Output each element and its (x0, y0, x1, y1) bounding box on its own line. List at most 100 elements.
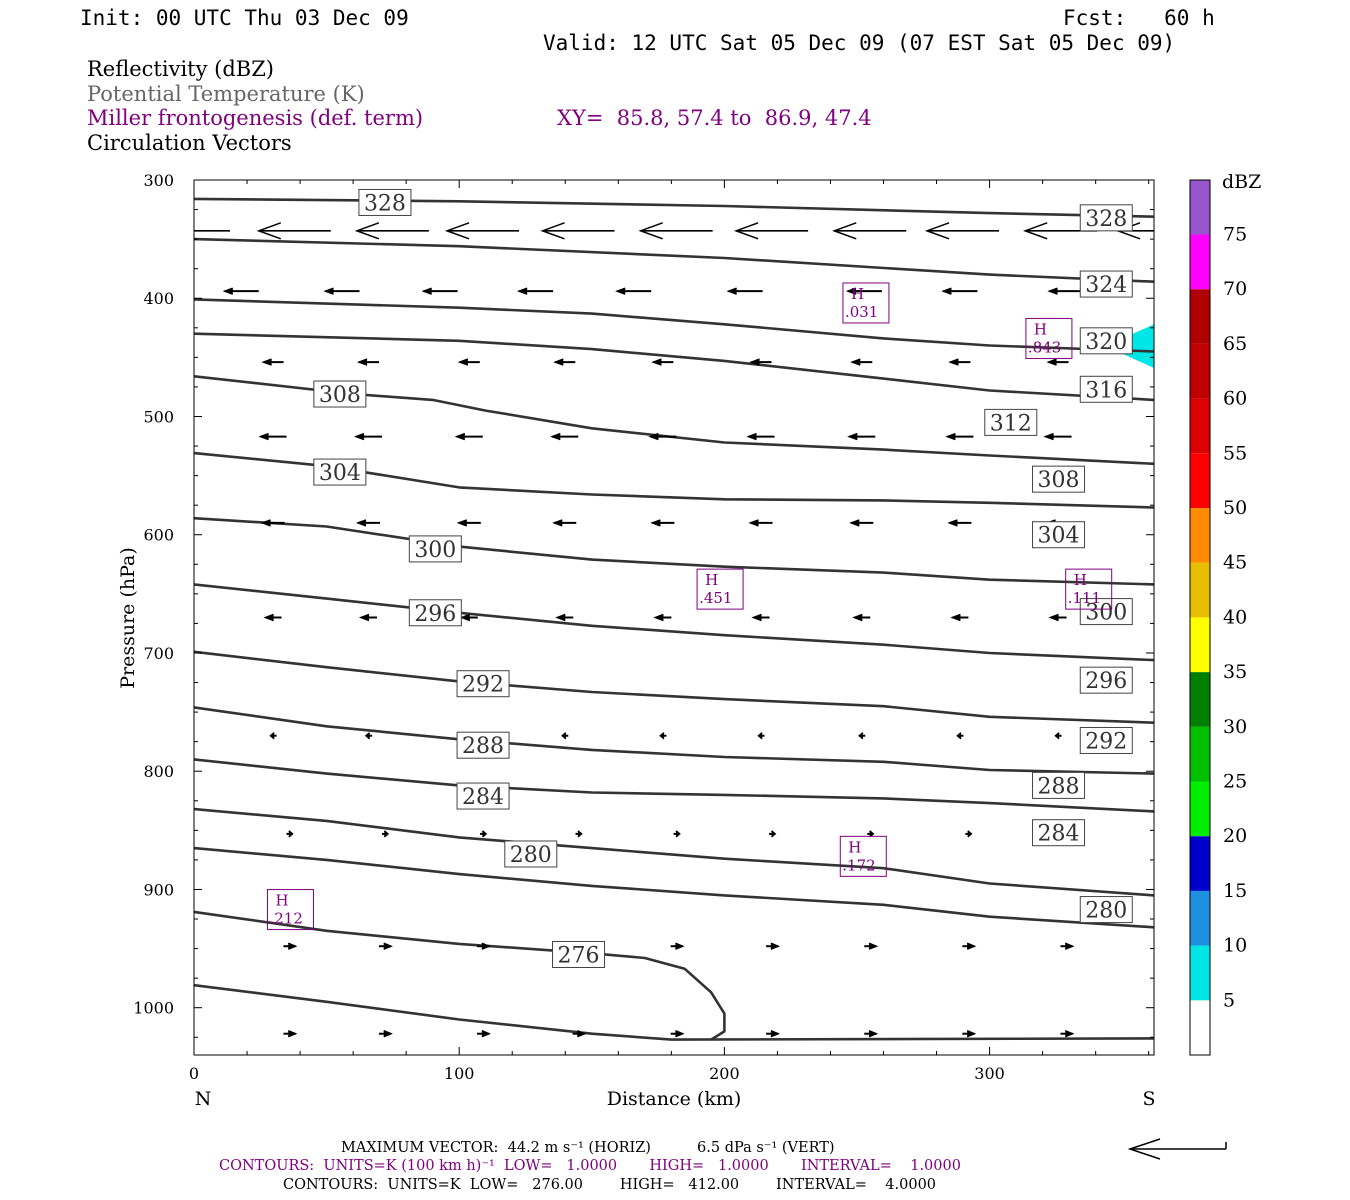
theta-contour-316 (194, 332, 1154, 402)
y-tick-label-1000: 1000 (133, 999, 174, 1018)
wind-vector-r8-0 (283, 942, 298, 950)
wind-vector-r1-6 (845, 287, 882, 295)
colorbar-label-20: 20 (1223, 825, 1247, 847)
wind-vector-r3-6 (847, 432, 876, 441)
wind-vector-r6-1 (364, 732, 373, 740)
svg-text:284: 284 (462, 785, 504, 810)
wind-vector-r3-8 (1043, 432, 1072, 441)
wind-vector-r4-2 (456, 519, 481, 527)
svg-text:328: 328 (364, 191, 406, 216)
colorbar-segment-70 (1190, 234, 1210, 290)
y-tick-label-900: 900 (143, 880, 174, 899)
theta-contour-272 (194, 983, 1154, 1041)
y-tick-label-800: 800 (143, 762, 174, 781)
colorbar-label-40: 40 (1223, 606, 1247, 628)
colorbar-title: dBZ (1222, 171, 1261, 193)
wind-vector-r8-5 (766, 942, 781, 950)
y-tick-label-600: 600 (143, 526, 174, 545)
wind-vector-r1-2 (421, 287, 458, 295)
wind-vector-r4-6 (849, 519, 874, 527)
wind-vector-r2-6 (850, 358, 873, 366)
wind-vector-r7-2 (480, 830, 488, 838)
colorbar-segment-10 (1190, 890, 1210, 946)
wind-vector-r8-2 (477, 942, 492, 950)
wind-vector-r5-5 (751, 613, 770, 622)
reflectivity-field-label: Reflectivity (dBZ) (87, 57, 275, 81)
colorbar-label-10: 10 (1223, 935, 1247, 957)
frontogenesis-high-451: H.451 (696, 568, 744, 610)
contour-label-284: 284 (456, 782, 510, 810)
wind-vector-r7-4 (673, 830, 681, 838)
contour-label-324: 324 (1079, 270, 1133, 298)
wind-vector-r0-7 (832, 222, 907, 240)
colorbar-segment-60 (1190, 343, 1210, 399)
svg-text:304: 304 (1038, 524, 1080, 549)
colorbar-segment-65 (1190, 289, 1210, 344)
colorbar-segment-20 (1190, 781, 1210, 837)
contour-label-284: 284 (1032, 819, 1086, 847)
svg-text:284: 284 (1038, 822, 1080, 847)
contour-label-328: 328 (358, 188, 412, 216)
contour-label-288: 288 (1032, 771, 1086, 799)
svg-text:300: 300 (414, 538, 456, 563)
theta-contour-284 (194, 807, 1154, 897)
colorbar-segment-50 (1190, 453, 1210, 508)
svg-text:280: 280 (510, 843, 552, 868)
wind-vector-r0-1 (256, 222, 331, 240)
wind-vector-r8-1 (378, 942, 393, 950)
wind-vector-r1-8 (1047, 287, 1084, 295)
svg-text:.172: .172 (842, 856, 875, 874)
wind-vector-r0-2 (354, 222, 429, 240)
x-tick-label-0: 0 (189, 1064, 199, 1083)
contour-label-328: 328 (1079, 204, 1133, 232)
y-tick-label-400: 400 (143, 289, 174, 308)
wind-vector-r9-1 (378, 1030, 393, 1038)
svg-text:296: 296 (414, 602, 456, 627)
x-tick-label-200: 200 (709, 1064, 740, 1083)
svg-text:.843: .843 (1028, 338, 1061, 356)
svg-text:292: 292 (462, 673, 504, 698)
wind-vector-r3-5 (746, 432, 775, 441)
contour-label-304: 304 (1032, 521, 1086, 549)
wind-vector-r7-7 (965, 830, 973, 838)
colorbar-segment-55 (1190, 398, 1210, 454)
valid-time: Valid: 12 UTC Sat 05 Dec 09 (07 EST Sat … (543, 31, 1176, 55)
wind-vector-r9-2 (477, 1030, 492, 1038)
contour-label-320: 320 (1079, 327, 1133, 355)
theta-contour-320 (194, 298, 1154, 353)
colorbar-label-25: 25 (1223, 771, 1247, 793)
colorbar-segment-35 (1190, 617, 1210, 673)
wind-vector-r6-3 (561, 732, 569, 740)
frontogenesis-high-843: H.843 (1025, 317, 1073, 359)
wind-vector-r0-0 (194, 230, 230, 232)
svg-text:308: 308 (319, 383, 361, 408)
wind-vector-r3-3 (550, 432, 579, 441)
wind-vector-r9-6 (864, 1030, 879, 1038)
svg-text:.111: .111 (1068, 589, 1101, 607)
svg-text:312: 312 (990, 411, 1032, 436)
wind-vector-r3-7 (945, 432, 974, 441)
dbz-colorbar: 5 10 15 20 25 30 35 40 45 50 55 60 65 70 75 (1189, 179, 1247, 1056)
wind-vector-r8-8 (1060, 942, 1075, 950)
theta-contour-300 (194, 583, 1154, 662)
theta-contour-304 (194, 516, 1154, 586)
colorbar-label-45: 45 (1223, 552, 1247, 574)
wind-vector-r1-1 (323, 287, 360, 295)
wind-vector-r2-2 (457, 358, 480, 366)
theta-contours (194, 197, 1154, 1041)
colorbar-segment-25 (1190, 726, 1210, 782)
contour-label-276: 276 (552, 940, 606, 968)
wind-vector-r0-8 (924, 222, 1000, 240)
frontogenesis-contour-info: CONTOURS: UNITS=K (100 km h)⁻¹ LOW= 1.00… (219, 1158, 961, 1174)
wind-vector-r0-6 (733, 222, 809, 240)
theta-contour-288 (194, 758, 1154, 813)
x-axis-label: Distance (km) (607, 1088, 742, 1110)
contour-label-296: 296 (1079, 666, 1133, 694)
wind-vector-r2-8 (1046, 358, 1069, 366)
wind-vector-r5-1 (358, 613, 378, 622)
wind-vector-r9-7 (962, 1030, 977, 1038)
wind-vector-r5-0 (263, 613, 282, 622)
frontogenesis-high-111: H.111 (1065, 568, 1113, 610)
reference-vector (1127, 1138, 1227, 1160)
